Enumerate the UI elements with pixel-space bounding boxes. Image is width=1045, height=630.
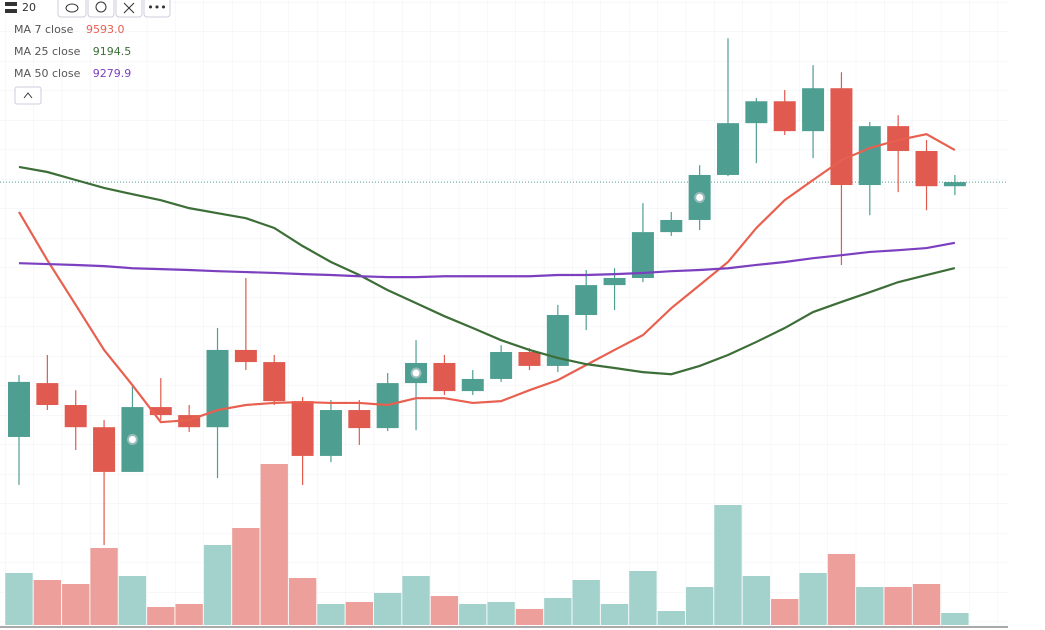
candle-body: [490, 352, 513, 379]
ma-line: [18, 132, 956, 424]
volume-bar: [657, 611, 685, 625]
volume-bar: [288, 578, 317, 625]
volume-bar: [345, 602, 373, 625]
ma-line: [18, 241, 956, 279]
legend-name: MA 25 close: [14, 45, 81, 58]
volume-bar: [487, 602, 515, 625]
candle-body: [64, 405, 87, 428]
volume-bar: [629, 571, 657, 625]
volume-bar: [62, 584, 90, 625]
volume-bar: [147, 607, 175, 625]
event-marker: [694, 191, 706, 203]
volume-bar: [941, 613, 969, 625]
legend: MA 7 close 9593.0 MA 25 close 9194.5 MA 50 c…: [14, 23, 131, 80]
candle-body: [36, 383, 59, 405]
collapse-button[interactable]: [14, 86, 42, 105]
volume-bar: [203, 545, 232, 625]
legend-name: MA 7 close: [14, 23, 74, 36]
candle-body: [603, 277, 626, 286]
collapse-icon: [23, 92, 33, 99]
volume-bar: [714, 505, 742, 625]
toolbar-bg: [0, 0, 170, 18]
legend-name: MA 50 close: [14, 67, 81, 80]
volume-bar: [459, 604, 487, 625]
volume-bar: [799, 573, 827, 625]
candle-body: [745, 101, 768, 124]
volume-bar: [317, 604, 345, 625]
volume-bar: [685, 587, 714, 625]
settings-button[interactable]: [87, 0, 115, 18]
legend-value: 9593.0: [86, 23, 125, 36]
candle-body: [93, 427, 116, 472]
toolbar: 20 •••: [0, 0, 171, 18]
volume-bar: [118, 576, 147, 625]
candle-body: [830, 88, 853, 186]
candle-body: [8, 381, 30, 437]
candle-body: [773, 101, 796, 132]
volume-bar: [430, 596, 459, 625]
volume-bar: [232, 528, 260, 625]
volume-bar: [544, 598, 572, 625]
legend-value: 9279.9: [93, 67, 132, 80]
candle-body: [660, 219, 683, 233]
volume-bar: [600, 604, 629, 625]
more-button[interactable]: [143, 0, 171, 18]
candle-body: [858, 126, 881, 186]
event-marker: [126, 433, 138, 445]
candle-body: [518, 352, 541, 366]
eye-button[interactable]: [57, 0, 87, 18]
volume-bar: [260, 464, 288, 625]
close-button[interactable]: [115, 0, 143, 18]
more-icon: •••: [147, 1, 166, 14]
candle-body: [234, 349, 257, 363]
icon-layers-b: [5, 9, 17, 13]
volume-bar: [884, 587, 912, 625]
candle-body: [461, 378, 484, 392]
ma-line: [18, 165, 956, 376]
legend-value: 9194.5: [93, 45, 132, 58]
volume-bar: [856, 587, 884, 625]
icon-layers[interactable]: [5, 2, 17, 6]
candle-body: [433, 362, 456, 392]
volume-bar: [90, 548, 118, 625]
candle-body: [319, 410, 342, 456]
candle-body: [943, 182, 966, 187]
volume-bar: [33, 580, 62, 625]
volume-bar: [5, 573, 33, 625]
volume-bar: [827, 554, 856, 625]
plot: [0, 38, 1008, 625]
candle-body: [206, 349, 229, 428]
candle-body: [149, 407, 172, 416]
gear-icon: [95, 1, 107, 13]
candle-body: [802, 88, 825, 132]
volume-bar: [515, 609, 544, 625]
volume-bar: [572, 580, 600, 625]
close-icon: [123, 2, 135, 14]
candle-body: [915, 150, 938, 187]
candle-body: [348, 410, 371, 429]
volume-bar: [912, 584, 941, 625]
volume-bar: [771, 599, 799, 625]
indicator-count[interactable]: 20: [22, 1, 36, 14]
candle-body: [263, 362, 286, 402]
candle-body: [717, 123, 739, 175]
volume-bar: [402, 576, 430, 625]
event-marker: [410, 367, 422, 379]
candle-body: [887, 126, 910, 151]
candle-body: [546, 315, 569, 366]
volume-bar: [742, 576, 771, 625]
eye-icon: [65, 3, 79, 13]
volume-bar: [175, 604, 203, 625]
candle-body: [575, 285, 598, 315]
grid: [0, 0, 1008, 626]
volume-bar: [374, 593, 402, 625]
candle-body: [291, 401, 314, 456]
candle-body: [631, 232, 654, 278]
